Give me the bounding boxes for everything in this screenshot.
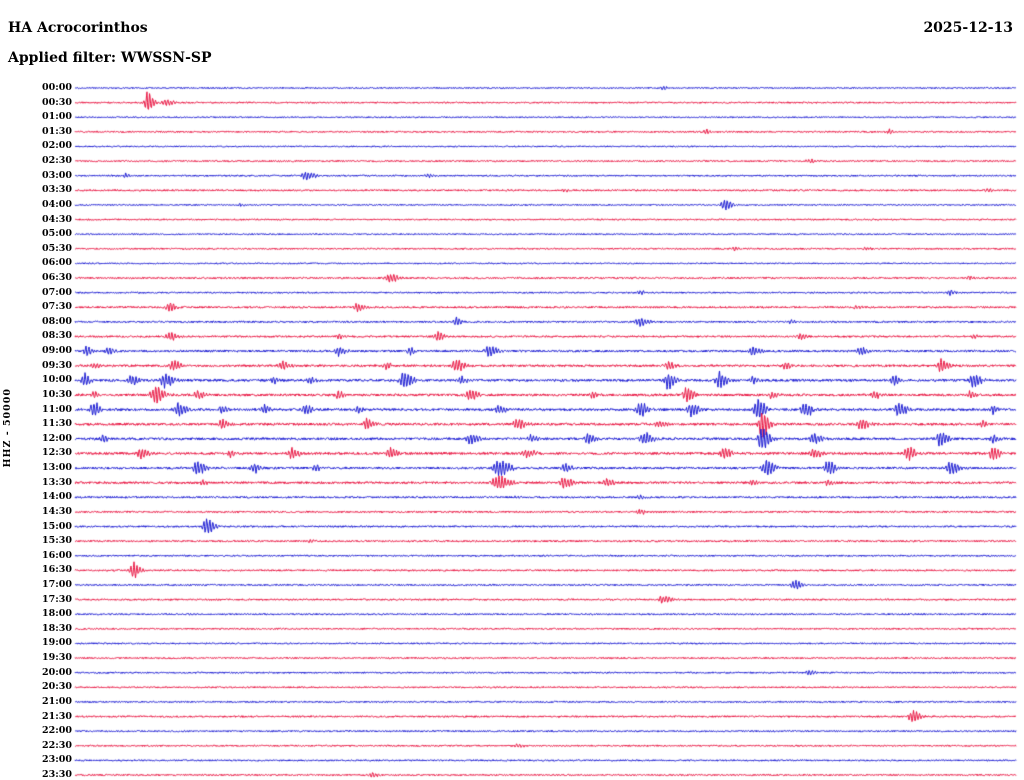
time-label: 05:30 — [42, 242, 72, 254]
y-axis-label: HHZ - 50000 — [2, 388, 13, 468]
time-label: 09:00 — [42, 345, 72, 357]
time-label: 11:00 — [42, 403, 72, 415]
time-label: 12:00 — [42, 432, 72, 444]
time-label: 10:00 — [42, 374, 72, 386]
time-label: 09:30 — [42, 359, 72, 371]
time-label: 13:00 — [42, 462, 72, 474]
time-label: 08:30 — [42, 330, 72, 342]
time-label: 01:00 — [42, 111, 72, 123]
time-label: 07:00 — [42, 286, 72, 298]
time-label: 03:00 — [42, 169, 72, 181]
filter-label: Applied filter: WWSSN-SP — [8, 50, 212, 66]
time-label: 16:00 — [42, 549, 72, 561]
time-label: 16:30 — [42, 564, 72, 576]
time-label: 14:00 — [42, 491, 72, 503]
time-label: 02:30 — [42, 155, 72, 167]
time-label: 19:00 — [42, 637, 72, 649]
time-label: 02:00 — [42, 140, 72, 152]
time-label: 10:30 — [42, 388, 72, 400]
time-label: 20:00 — [42, 666, 72, 678]
time-label: 15:00 — [42, 520, 72, 532]
time-label: 13:30 — [42, 476, 72, 488]
time-label: 04:00 — [42, 198, 72, 210]
time-label: 22:00 — [42, 725, 72, 737]
station-title: HA Acrocorinthos — [8, 20, 148, 36]
time-label: 21:00 — [42, 695, 72, 707]
time-label: 17:00 — [42, 578, 72, 590]
date-label: 2025-12-13 — [923, 20, 1013, 36]
time-label: 08:00 — [42, 315, 72, 327]
time-label: 21:30 — [42, 710, 72, 722]
time-label: 04:30 — [42, 213, 72, 225]
time-label: 03:30 — [42, 184, 72, 196]
time-label: 18:30 — [42, 622, 72, 634]
time-label: 23:30 — [42, 768, 72, 780]
time-label: 01:30 — [42, 125, 72, 137]
time-label: 14:30 — [42, 505, 72, 517]
time-label: 18:00 — [42, 608, 72, 620]
time-label: 07:30 — [42, 301, 72, 313]
time-label: 23:00 — [42, 754, 72, 766]
time-label: 17:30 — [42, 593, 72, 605]
time-label: 22:30 — [42, 739, 72, 751]
time-label: 05:00 — [42, 228, 72, 240]
time-label: 20:30 — [42, 681, 72, 693]
time-label: 11:30 — [42, 418, 72, 430]
time-label: 06:00 — [42, 257, 72, 269]
time-label: 12:30 — [42, 447, 72, 459]
time-label: 00:30 — [42, 96, 72, 108]
time-label: 19:30 — [42, 652, 72, 664]
time-label: 06:30 — [42, 272, 72, 284]
time-label: 00:00 — [42, 82, 72, 93]
time-label: 15:30 — [42, 535, 72, 547]
